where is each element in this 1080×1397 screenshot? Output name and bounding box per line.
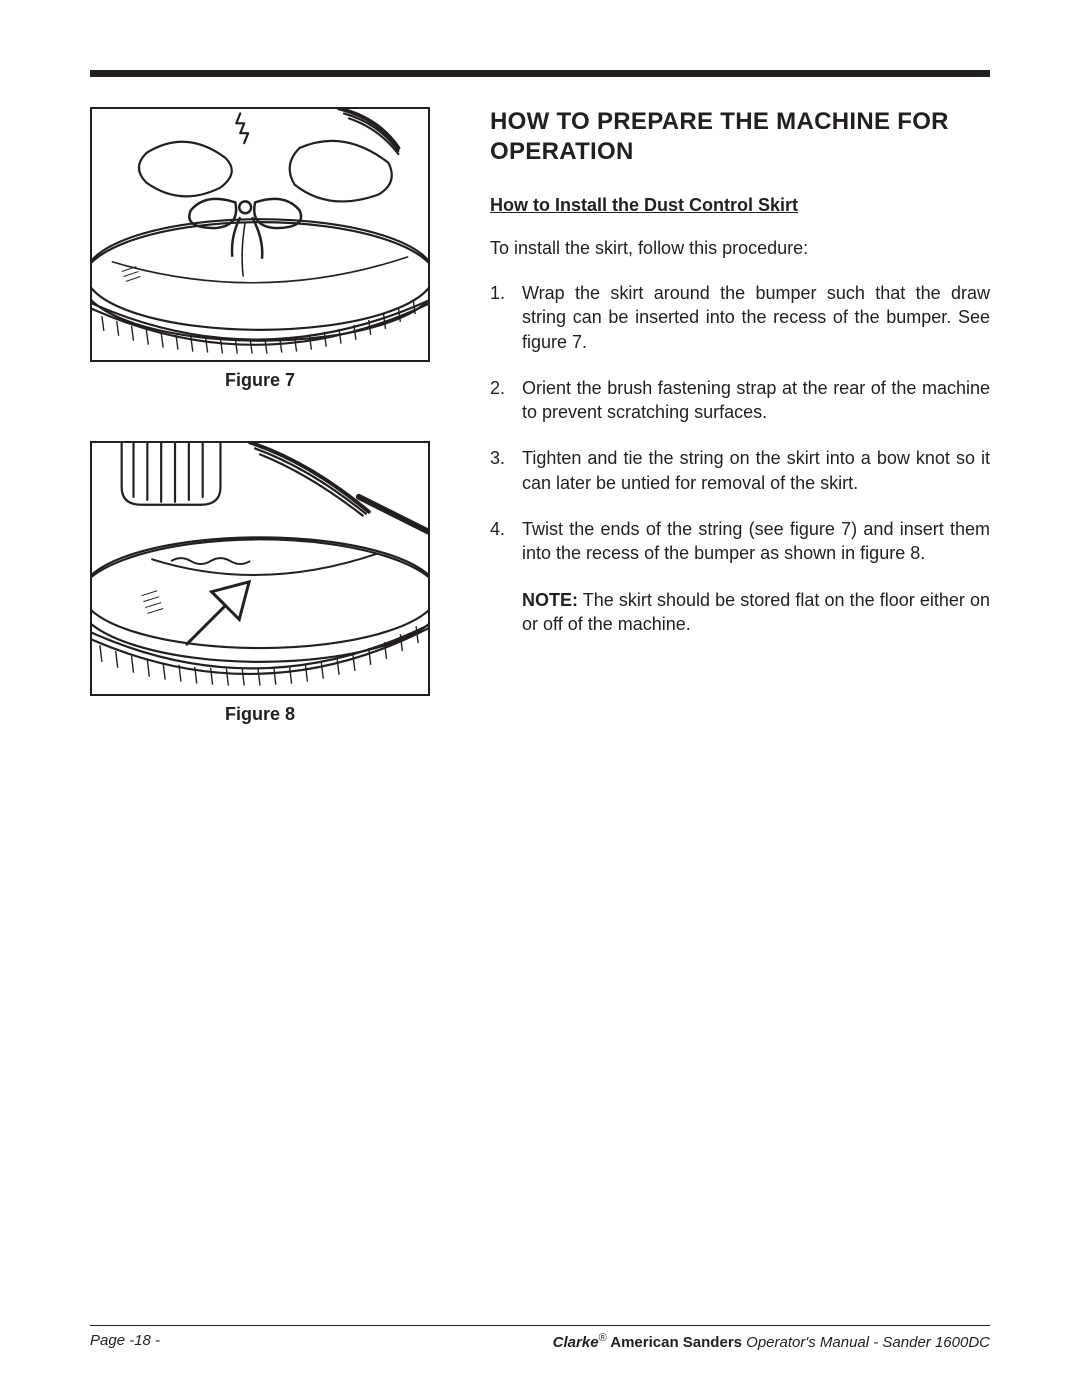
step-text: Tighten and tie the string on the skirt …	[522, 446, 990, 495]
brand-line: American Sanders	[607, 1334, 742, 1351]
figure-8-box	[90, 441, 430, 696]
text-column: HOW TO PREPARE THE MACHINE FOR OPERATION…	[490, 107, 990, 775]
step-item: Wrap the skirt around the bumper such th…	[490, 281, 990, 354]
figure-7-illustration	[92, 107, 428, 362]
footer-title: Clarke® American Sanders Operator's Manu…	[553, 1332, 990, 1351]
figure-8-caption: Figure 8	[90, 704, 430, 725]
intro-text: To install the skirt, follow this proced…	[490, 238, 990, 259]
manual-title: Operator's Manual - Sander 1600DC	[742, 1334, 990, 1351]
step-item: Orient the brush fastening strap at the …	[490, 376, 990, 425]
page-number: Page -18 -	[90, 1332, 160, 1351]
page-footer: Page -18 - Clarke® American Sanders Oper…	[90, 1325, 990, 1351]
section-heading: HOW TO PREPARE THE MACHINE FOR OPERATION	[490, 107, 990, 167]
registered-mark: ®	[599, 1332, 607, 1344]
step-text: Twist the ends of the string (see figure…	[522, 519, 990, 563]
figure-7-box	[90, 107, 430, 362]
brand-name: Clarke	[553, 1334, 599, 1351]
content-columns: Figure 7	[90, 107, 990, 775]
figures-column: Figure 7	[90, 107, 430, 775]
step-text: Orient the brush fastening strap at the …	[522, 376, 990, 425]
step-item: Twist the ends of the string (see figure…	[490, 517, 990, 636]
step-item: Tighten and tie the string on the skirt …	[490, 446, 990, 495]
note-label: NOTE:	[522, 590, 578, 610]
figure-7-caption: Figure 7	[90, 370, 430, 391]
subsection-heading: How to Install the Dust Control Skirt	[490, 195, 990, 216]
top-rule	[90, 70, 990, 77]
procedure-list: Wrap the skirt around the bumper such th…	[490, 281, 990, 636]
note-paragraph: NOTE: The skirt should be stored flat on…	[522, 588, 990, 637]
manual-page: Figure 7	[0, 0, 1080, 1397]
figure-8-illustration	[92, 441, 428, 696]
step-text: Wrap the skirt around the bumper such th…	[522, 281, 990, 354]
note-text: The skirt should be stored flat on the f…	[522, 590, 990, 634]
